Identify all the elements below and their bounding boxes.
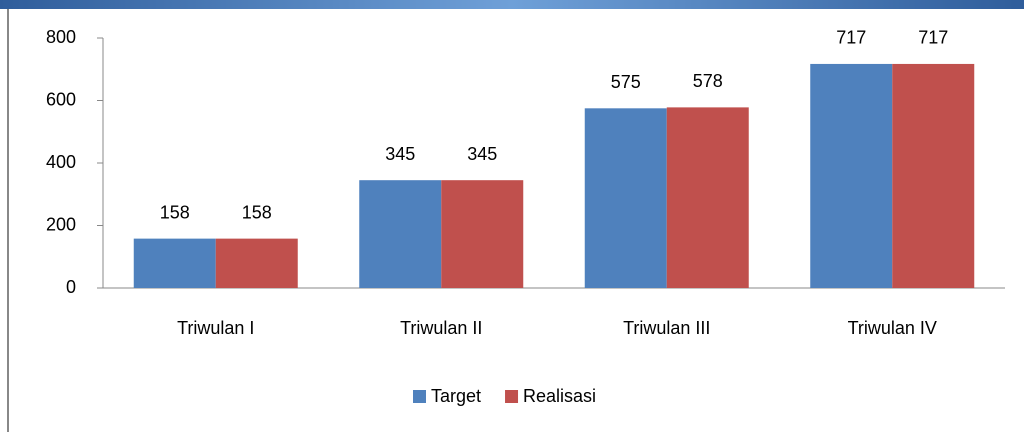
x-tick-label: Triwulan II — [400, 318, 482, 338]
bar — [810, 63, 893, 288]
legend-swatch — [413, 390, 426, 403]
y-tick-label: 0 — [66, 277, 76, 297]
bar — [584, 108, 667, 288]
data-label: 158 — [242, 202, 272, 222]
y-tick-label: 200 — [46, 214, 76, 234]
data-label: 717 — [918, 28, 948, 48]
legend-label: Realisasi — [523, 386, 596, 406]
bar — [359, 180, 442, 288]
bar — [133, 238, 216, 288]
bar — [666, 107, 749, 288]
bar — [892, 63, 975, 288]
bar — [215, 238, 298, 288]
data-label: 158 — [160, 202, 190, 222]
y-tick-label: 800 — [46, 27, 76, 47]
y-tick-label: 400 — [46, 152, 76, 172]
data-label: 578 — [693, 71, 723, 91]
bar — [441, 180, 524, 288]
data-label: 575 — [611, 72, 641, 92]
y-tick-label: 600 — [46, 89, 76, 109]
legend-swatch — [505, 390, 519, 403]
x-tick-label: Triwulan I — [177, 318, 254, 338]
x-tick-label: Triwulan III — [623, 318, 710, 338]
window-top-bar — [0, 0, 1024, 9]
data-label: 345 — [467, 144, 497, 164]
legend-label: Target — [431, 386, 481, 406]
data-label: 345 — [385, 144, 415, 164]
data-label: 717 — [836, 28, 866, 48]
x-tick-label: Triwulan IV — [848, 318, 937, 338]
